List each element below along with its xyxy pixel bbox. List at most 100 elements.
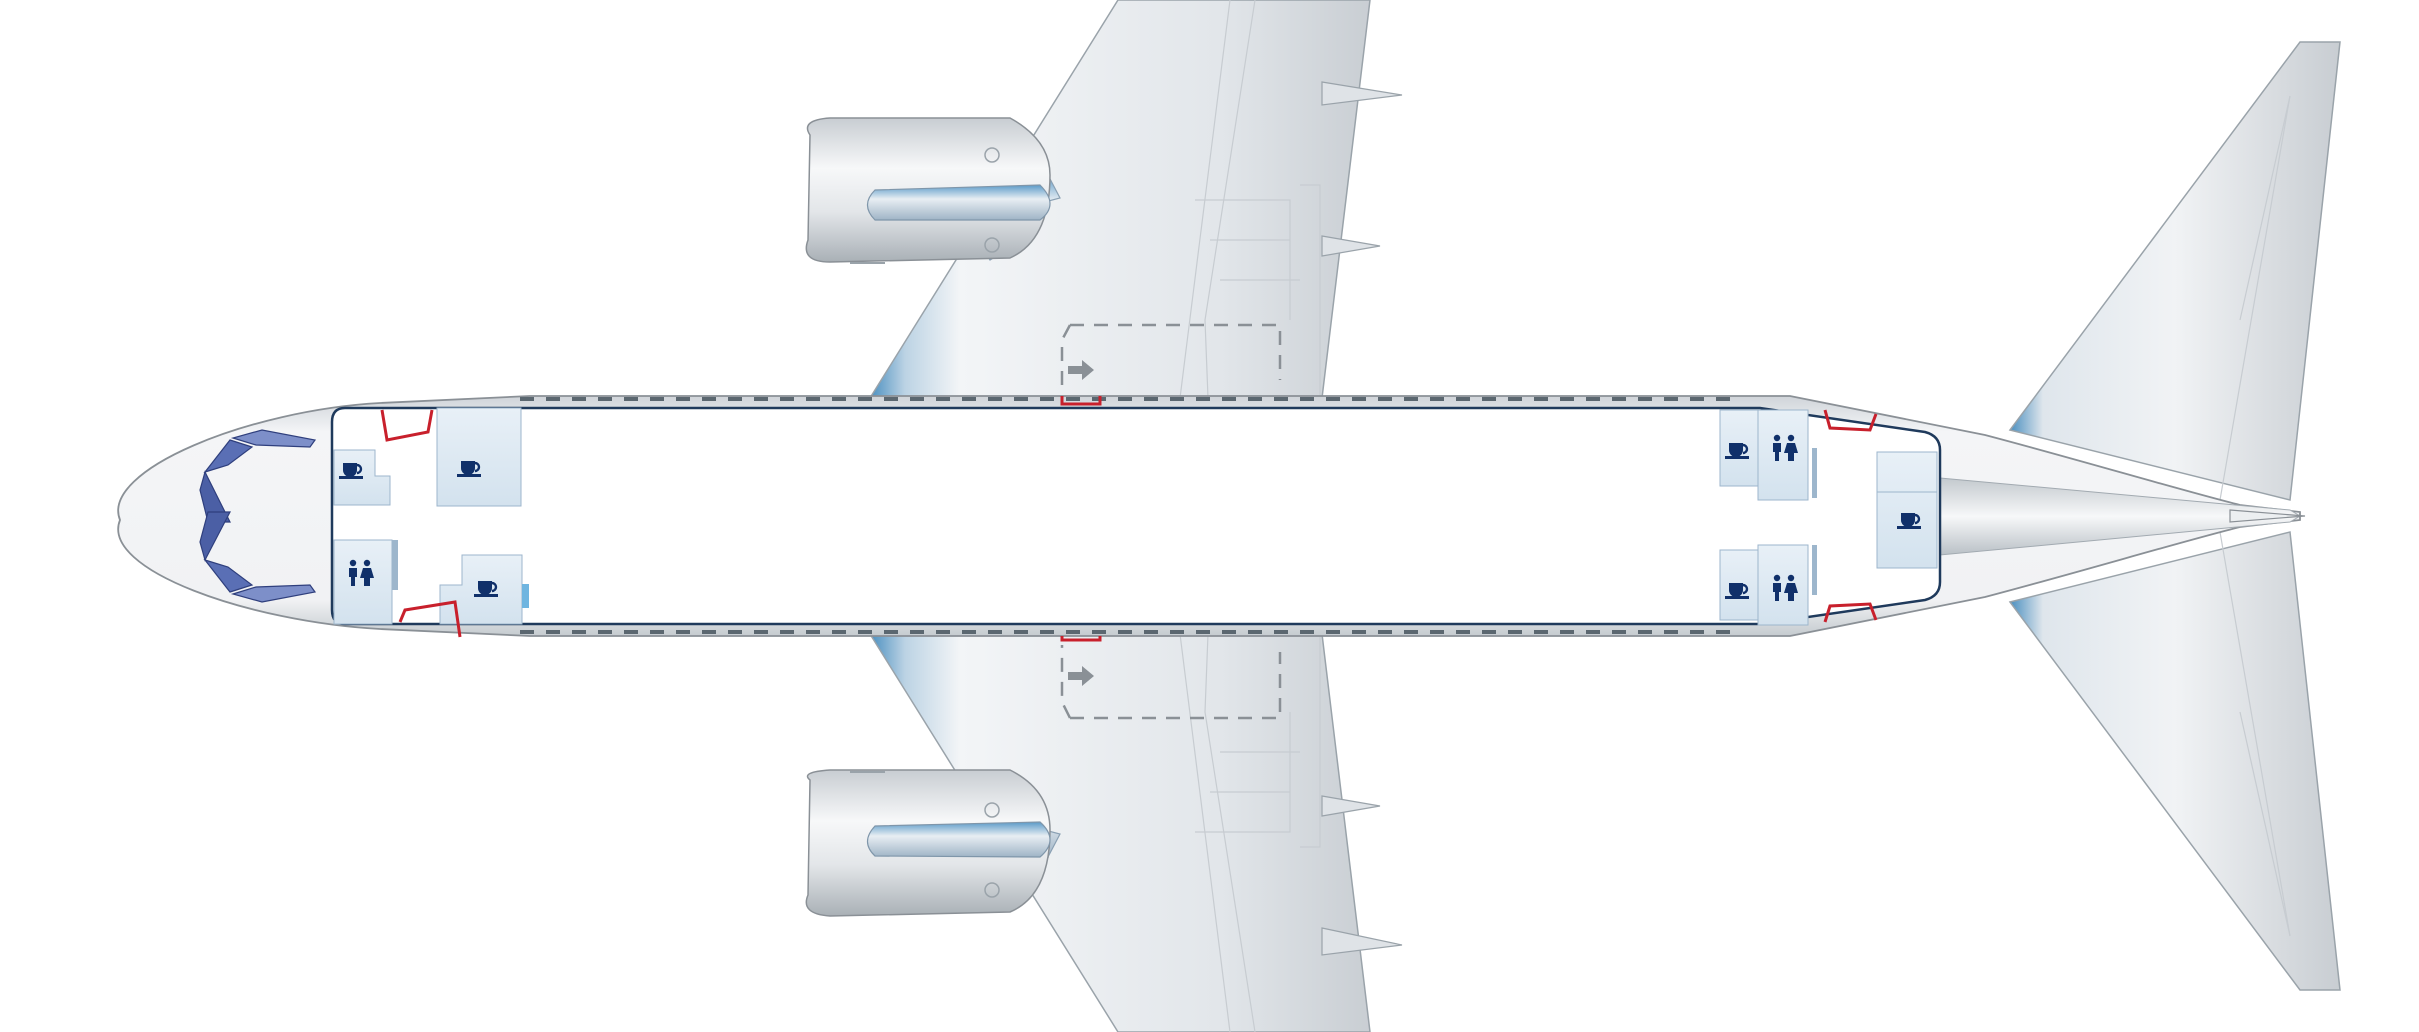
window-dash [1118, 630, 1132, 634]
cockpit-windows [199, 429, 317, 603]
horizontal-stabilizer-right [2008, 531, 2341, 991]
window-dash [1716, 630, 1730, 634]
window-dash [624, 397, 638, 401]
window-dash [910, 630, 924, 634]
window-dash [1170, 630, 1184, 634]
window-dash [1664, 630, 1678, 634]
window-dash [1612, 630, 1626, 634]
window-dash [962, 630, 976, 634]
window-dash [806, 630, 820, 634]
wing-right [868, 633, 1403, 1032]
window-dash [676, 397, 690, 401]
window-dash [1014, 397, 1028, 401]
window-dash [1352, 630, 1366, 634]
window-dash [1092, 630, 1106, 634]
window-dash [1300, 630, 1314, 634]
window-dash [1014, 630, 1028, 634]
window-dash [1638, 630, 1652, 634]
window-dash [1248, 397, 1262, 401]
window-dash [1716, 397, 1730, 401]
window-dash [572, 397, 586, 401]
window-dash [832, 630, 846, 634]
window-dash [572, 630, 586, 634]
window-dash [1144, 630, 1158, 634]
cabin-floor [330, 406, 1942, 626]
window-dash [1482, 397, 1496, 401]
window-dash [1066, 397, 1080, 401]
window-dash [702, 397, 716, 401]
exit-overwing-right [1060, 636, 1102, 642]
window-dash [936, 630, 950, 634]
window-dash [650, 630, 664, 634]
window-dash [936, 397, 950, 401]
window-dash [1274, 630, 1288, 634]
engine-left [805, 117, 1051, 264]
window-dash [728, 630, 742, 634]
exit-aft-right [1823, 602, 1878, 623]
lavatory-forward [333, 539, 398, 625]
horizontal-stabilizer-left [2008, 41, 2341, 501]
window-dash [1482, 630, 1496, 634]
window-dash [1352, 397, 1366, 401]
window-dash [754, 397, 768, 401]
wing-left [868, 0, 1403, 399]
galley-aft-center [1876, 451, 1938, 569]
window-dash [598, 630, 612, 634]
window-dash [1612, 397, 1626, 401]
window-dash [754, 630, 768, 634]
cabin-windows-bottom [520, 630, 1730, 634]
window-dash [1040, 397, 1054, 401]
exit-forward-left [380, 409, 434, 442]
emergency-exit-icon [380, 396, 1878, 642]
galley-aft-right [1719, 549, 1759, 621]
window-dash [546, 630, 560, 634]
window-dash [1456, 397, 1470, 401]
window-dash [676, 630, 690, 634]
over-wing-exit-arrow-icon [1068, 360, 1094, 380]
window-dash [1586, 630, 1600, 634]
exit-aft-left [1823, 409, 1878, 432]
window-dash [1144, 397, 1158, 401]
window-dash [1274, 397, 1288, 401]
window-dash [884, 397, 898, 401]
window-dash [1222, 630, 1236, 634]
window-dash [806, 397, 820, 401]
cabin-windows-top [520, 397, 1730, 401]
window-dash [1534, 630, 1548, 634]
window-dash [858, 630, 872, 634]
window-dash [910, 397, 924, 401]
window-dash [1430, 397, 1444, 401]
window-dash [1326, 397, 1340, 401]
lavatory-aft-right [1757, 544, 1817, 626]
window-dash [1404, 630, 1418, 634]
window-dash [1118, 397, 1132, 401]
window-dash [546, 397, 560, 401]
window-dash [780, 397, 794, 401]
window-dash [962, 397, 976, 401]
galley-forward-left [333, 449, 391, 506]
window-dash [1300, 397, 1314, 401]
window-dash [702, 630, 716, 634]
window-dash [780, 630, 794, 634]
exit-overwing-left [1060, 396, 1102, 406]
window-dash [1378, 397, 1392, 401]
window-dash [1248, 630, 1262, 634]
window-dash [624, 630, 638, 634]
exit-forward-right [398, 600, 462, 638]
window-dash [1222, 397, 1236, 401]
window-dash [1690, 630, 1704, 634]
window-dash [1170, 397, 1184, 401]
window-dash [884, 630, 898, 634]
window-dash [1560, 630, 1574, 634]
window-dash [1664, 397, 1678, 401]
lavatory-aft-left [1757, 409, 1817, 501]
window-dash [1638, 397, 1652, 401]
window-dash [1040, 630, 1054, 634]
galley-aft-left [1719, 409, 1759, 487]
window-dash [988, 630, 1002, 634]
engine-right [805, 769, 1051, 917]
over-wing-exit-arrow-icon [1068, 666, 1094, 686]
window-dash [1196, 630, 1210, 634]
